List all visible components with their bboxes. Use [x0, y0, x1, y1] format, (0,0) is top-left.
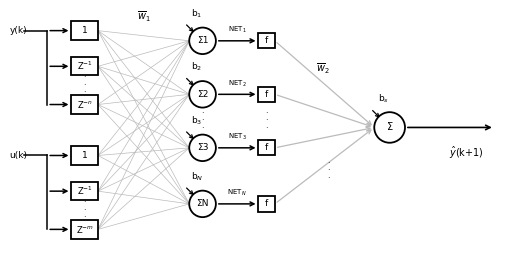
FancyBboxPatch shape: [258, 196, 275, 212]
Circle shape: [374, 112, 405, 143]
Text: Σ3: Σ3: [197, 143, 208, 152]
Text: NET$_N$: NET$_N$: [228, 188, 247, 198]
Text: Z$^{-1}$: Z$^{-1}$: [77, 185, 93, 197]
Text: b$_N$: b$_N$: [191, 171, 203, 183]
FancyBboxPatch shape: [71, 146, 98, 165]
Text: f: f: [265, 199, 268, 209]
Circle shape: [189, 191, 216, 217]
Text: $\overline{w}_2$: $\overline{w}_2$: [316, 62, 330, 76]
Text: Σ1: Σ1: [197, 36, 208, 45]
Text: ·
·
·: · · ·: [83, 73, 86, 98]
Text: b$_1$: b$_1$: [191, 8, 202, 20]
FancyBboxPatch shape: [71, 95, 98, 114]
Text: NET$_1$: NET$_1$: [228, 25, 246, 35]
FancyBboxPatch shape: [71, 22, 98, 40]
Text: Z$^{-1}$: Z$^{-1}$: [77, 60, 93, 73]
FancyBboxPatch shape: [258, 140, 275, 155]
Text: NET$_2$: NET$_2$: [228, 79, 246, 89]
Text: $\overline{w}_1$: $\overline{w}_1$: [137, 10, 151, 24]
Text: b$_2$: b$_2$: [191, 61, 202, 73]
Text: 1: 1: [82, 26, 87, 35]
Text: u(k): u(k): [9, 151, 27, 160]
Text: $\hat{y}$(k+1): $\hat{y}$(k+1): [449, 145, 484, 161]
Text: ·
·
·: · · ·: [83, 198, 86, 222]
FancyBboxPatch shape: [258, 33, 275, 48]
Text: ·
·
·: · · ·: [201, 109, 204, 133]
FancyBboxPatch shape: [71, 182, 98, 200]
Text: NET$_3$: NET$_3$: [228, 132, 246, 142]
Text: y(k): y(k): [9, 26, 27, 35]
Text: ΣN: ΣN: [196, 199, 209, 209]
Text: 1: 1: [82, 151, 87, 160]
Text: Σ2: Σ2: [197, 90, 208, 99]
Text: f: f: [265, 90, 268, 99]
Text: ·
·
·: · · ·: [265, 109, 268, 133]
Text: Z$^{-n}$: Z$^{-n}$: [77, 99, 93, 110]
Text: Z$^{-m}$: Z$^{-m}$: [76, 224, 94, 235]
Text: f: f: [265, 36, 268, 45]
FancyBboxPatch shape: [71, 57, 98, 75]
Circle shape: [189, 28, 216, 54]
Circle shape: [189, 81, 216, 108]
FancyBboxPatch shape: [71, 220, 98, 238]
Text: f: f: [265, 143, 268, 152]
FancyBboxPatch shape: [258, 87, 275, 102]
Text: b$_3$: b$_3$: [191, 114, 202, 127]
Text: b$_s$: b$_s$: [378, 92, 389, 105]
Text: ·
·
·: · · ·: [327, 159, 329, 183]
Circle shape: [189, 135, 216, 161]
Text: Σ: Σ: [386, 122, 393, 132]
